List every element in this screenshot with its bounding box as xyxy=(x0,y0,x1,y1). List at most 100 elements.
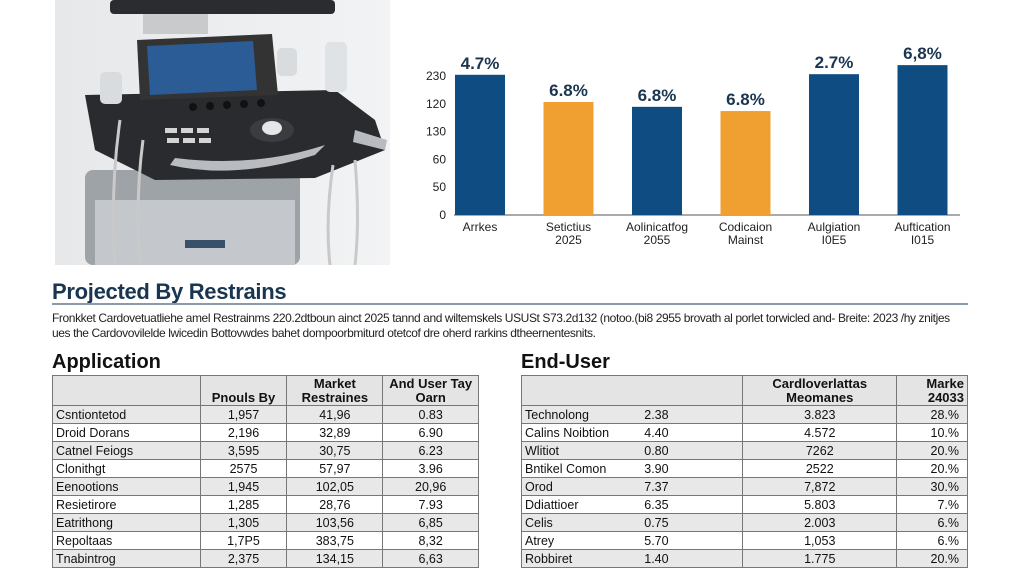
table-row: Calins Noibtion 4.40 4.572 10.% xyxy=(521,423,968,442)
x-tick-label: Aolinicatfog xyxy=(626,220,688,234)
table-row: Ddiattioer 6.35 5.803 7.% xyxy=(521,495,968,514)
table-cell: 6.% xyxy=(896,513,968,532)
table-cell: 2.003 xyxy=(742,513,898,532)
table-cell: 1,053 xyxy=(742,531,898,550)
table-cell: 32,89 xyxy=(286,423,384,442)
table-cell: 0.83 xyxy=(382,405,479,424)
table-cell: 3.96 xyxy=(382,459,479,478)
x-tick-label: I0E5 xyxy=(822,233,847,247)
table-row: Repoltaas 1,7P5 383,75 8,32 xyxy=(52,531,479,550)
table-row: Eatrithong 1,305 103,56 6,85 xyxy=(52,513,479,532)
table-row: Clonithgt 2575 57,97 3.96 xyxy=(52,459,479,478)
table-cell: 2,375 xyxy=(199,549,288,568)
table-row: Wlitiot 0.80 7262 20.% xyxy=(521,441,968,460)
table-cell: 1.40 xyxy=(641,549,744,568)
table-cell: Csntiontetod xyxy=(52,405,201,424)
table-row: Celis 0.75 2.003 6.% xyxy=(521,513,968,532)
y-tick-label: 120 xyxy=(426,97,446,111)
table-row: Bntikel Comon 3.90 2522 20.% xyxy=(521,459,968,478)
table-cell: 7.37 xyxy=(641,477,744,496)
table-cell: 102,05 xyxy=(286,477,384,496)
table-cell: 28.% xyxy=(896,405,968,424)
table-cell: 2,196 xyxy=(199,423,288,442)
table-cell: 4.40 xyxy=(641,423,744,442)
table-row: Catnel Feiogs 3,595 30,75 6.23 xyxy=(52,441,479,460)
table-row: Robbiret 1.40 1.775 20.% xyxy=(521,549,968,568)
x-tick-label: Arrkes xyxy=(463,220,498,234)
y-tick-label: 50 xyxy=(433,180,447,194)
table-row: Orod 7.37 7,872 30.% xyxy=(521,477,968,496)
column-header: Marke 24033 xyxy=(896,375,968,406)
table-cell: Tnabintrog xyxy=(52,549,201,568)
table-row: Eenootions 1,945 102,05 20,96 xyxy=(52,477,479,496)
column-header xyxy=(52,375,201,406)
column-header: Market Restraines xyxy=(286,375,384,406)
table-cell: 4.572 xyxy=(742,423,898,442)
table-cell: 1.775 xyxy=(742,549,898,568)
table-cell: 5.803 xyxy=(742,495,898,514)
table-cell: 6.35 xyxy=(641,495,744,514)
table-cell: Eatrithong xyxy=(52,513,201,532)
bar xyxy=(897,65,948,215)
table-cell: 383,75 xyxy=(286,531,384,550)
table-cell: 20.% xyxy=(896,441,968,460)
table-header: Pnouls By Market Restraines And User Tay… xyxy=(52,375,479,406)
ultrasound-machine-photo xyxy=(55,0,390,266)
application-title: Application xyxy=(52,351,161,373)
bar xyxy=(455,74,505,215)
y-tick-label: 60 xyxy=(433,152,447,166)
table-cell: Atrey xyxy=(521,531,642,550)
x-tick-label: 2055 xyxy=(644,233,671,247)
table-cell: 6.% xyxy=(896,531,968,550)
table-cell: Wlitiot xyxy=(521,441,642,460)
table-cell: 10.% xyxy=(896,423,968,442)
x-tick-label: 2025 xyxy=(555,233,582,247)
table-cell: 0.80 xyxy=(641,441,744,460)
table-cell: 3,595 xyxy=(199,441,288,460)
data-label: 4.7% xyxy=(461,54,500,73)
table-cell: 6,63 xyxy=(382,549,479,568)
column-header: Cardloverlattas Meomanes xyxy=(742,375,898,406)
table-row: Resietirore 1,285 28,76 7.93 xyxy=(52,495,479,514)
table-cell: 1,7P5 xyxy=(199,531,288,550)
table-cell: 6.23 xyxy=(382,441,479,460)
x-tick-label: Codicaion xyxy=(719,220,772,234)
table-cell: 20,96 xyxy=(382,477,479,496)
table-cell: 20.% xyxy=(896,459,968,478)
table-cell: Clonithgt xyxy=(52,459,201,478)
table-cell: 20.% xyxy=(896,549,968,568)
table-cell: 7262 xyxy=(742,441,898,460)
table-cell: 1,945 xyxy=(199,477,288,496)
table-cell: 103,56 xyxy=(286,513,384,532)
table-cell: Droid Dorans xyxy=(52,423,201,442)
table-cell: Robbiret xyxy=(521,549,642,568)
table-cell: 3.823 xyxy=(742,405,898,424)
table-row: Csntiontetod 1,957 41,96 0.83 xyxy=(52,405,479,424)
table-cell: Technolong xyxy=(521,405,642,424)
section-title: Projected By Restrains xyxy=(52,279,287,304)
table-cell: 0.75 xyxy=(641,513,744,532)
data-label: 6.8% xyxy=(549,81,588,100)
table-cell: 6.90 xyxy=(382,423,479,442)
application-table: Pnouls By Market Restraines And User Tay… xyxy=(52,375,479,568)
table-cell: 41,96 xyxy=(286,405,384,424)
bar xyxy=(543,101,594,215)
x-tick-label: Aulgiation xyxy=(808,220,861,234)
table-cell: 7.93 xyxy=(382,495,479,514)
data-label: 6,8% xyxy=(903,44,942,63)
table-cell: 3.90 xyxy=(641,459,744,478)
table-cell: 1,957 xyxy=(199,405,288,424)
table-row: Atrey 5.70 1,053 6.% xyxy=(521,531,968,550)
table-cell: 30,75 xyxy=(286,441,384,460)
bar xyxy=(632,106,682,215)
y-tick-label: 0 xyxy=(439,208,446,222)
y-tick-label: 230 xyxy=(426,69,446,83)
column-header xyxy=(520,375,744,406)
end-user-table: Cardloverlattas Meomanes Marke 24033 Tec… xyxy=(520,375,968,568)
data-label: 6.8% xyxy=(726,90,765,109)
table-cell: Orod xyxy=(521,477,642,496)
column-header: Pnouls By xyxy=(199,375,288,406)
table-cell: Calins Noibtion xyxy=(521,423,642,442)
table-cell: 57,97 xyxy=(286,459,384,478)
